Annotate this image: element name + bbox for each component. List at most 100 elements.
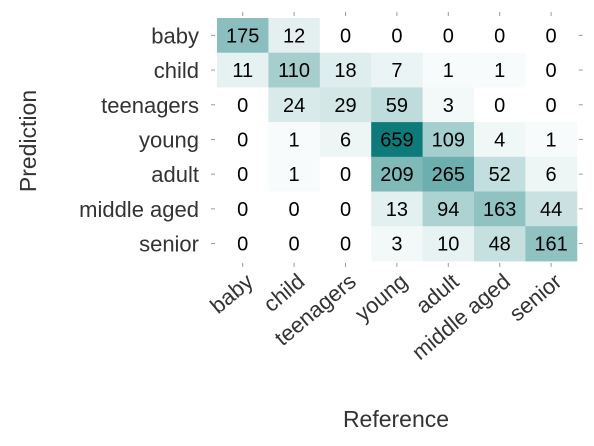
cell-value-label: 11 bbox=[232, 60, 253, 82]
cell-value-label: 0 bbox=[237, 95, 248, 117]
heatmap-cell bbox=[525, 18, 578, 54]
heatmap-cell bbox=[217, 122, 269, 158]
cell-value-label: 0 bbox=[391, 25, 402, 47]
heatmap-cell bbox=[371, 156, 424, 192]
heatmap-cell bbox=[422, 122, 475, 158]
heatmap-cell bbox=[371, 18, 424, 54]
cell-value-label: 3 bbox=[391, 234, 402, 256]
y-tick-labels: baby child teenagers young adult middle aged s… bbox=[79, 23, 199, 256]
cell-value-label: 1 bbox=[443, 60, 454, 82]
heatmap-cell bbox=[474, 156, 526, 192]
cell-value-label: 659 bbox=[380, 129, 413, 151]
heatmap-cell bbox=[525, 87, 578, 123]
heatmap-cell bbox=[268, 87, 321, 123]
heatmap-cell bbox=[319, 122, 372, 158]
cell-value-label: 94 bbox=[437, 199, 459, 221]
cell-value-label: 0 bbox=[443, 25, 454, 47]
cell-value-label: 3 bbox=[443, 95, 454, 117]
heatmap-cell bbox=[422, 156, 475, 192]
heatmap-cell bbox=[422, 87, 475, 123]
cell-value-label: 0 bbox=[340, 234, 351, 256]
heatmap-cell bbox=[268, 191, 321, 227]
y-tick-label-baby: baby bbox=[151, 23, 199, 48]
cell-value-label: 0 bbox=[237, 234, 248, 256]
heatmap-cell bbox=[217, 156, 269, 192]
y-tick-label-child: child bbox=[154, 58, 199, 83]
cell-value-label: 0 bbox=[546, 25, 557, 47]
y-tick-label-young: young bbox=[139, 127, 199, 152]
heatmap-cell bbox=[268, 18, 321, 54]
cell-value-label: 0 bbox=[289, 199, 300, 221]
y-tick-label-adult: adult bbox=[151, 162, 199, 187]
heatmap-cell bbox=[474, 87, 526, 123]
heatmap-cell bbox=[422, 191, 475, 227]
cell-value-label: 12 bbox=[283, 25, 305, 47]
cell-value-label: 44 bbox=[540, 199, 562, 221]
cell-value-label: 1 bbox=[546, 129, 557, 151]
cell-value-label: 163 bbox=[483, 199, 516, 221]
cell-value-labels: 175 12 0 0 0 0 011 110 18 7 1 1 00 24 29 59 3 0 00 1 6 659 109… bbox=[226, 25, 568, 255]
cell-value-label: 7 bbox=[391, 60, 402, 82]
heatmap-cell bbox=[474, 52, 526, 88]
cell-value-label: 6 bbox=[340, 129, 351, 151]
heatmap-cell bbox=[474, 18, 526, 54]
x-tick-label-middle-aged: middle aged bbox=[407, 269, 515, 365]
heatmap-cell bbox=[525, 122, 578, 158]
heatmap-cell bbox=[217, 226, 269, 262]
cell-value-label: 1 bbox=[494, 60, 505, 82]
heatmap-cell bbox=[217, 87, 269, 123]
cell-value-label: 265 bbox=[432, 164, 465, 186]
cell-value-label: 29 bbox=[334, 95, 356, 117]
heatmap-cell bbox=[371, 122, 424, 158]
heatmap-cell bbox=[319, 87, 372, 123]
heatmap-cell bbox=[319, 52, 372, 88]
x-tick-label-senior: senior bbox=[504, 269, 566, 327]
x-tick-label-young: young bbox=[350, 269, 412, 327]
cell-value-label: 110 bbox=[278, 60, 310, 82]
heatmap-cell bbox=[525, 156, 578, 192]
heatmap-cell bbox=[525, 52, 578, 88]
cell-value-label: 13 bbox=[386, 199, 408, 221]
heatmap-cell bbox=[371, 87, 424, 123]
x-tick-label-baby: baby bbox=[205, 269, 258, 319]
heatmap-cell bbox=[422, 52, 475, 88]
cell-value-label: 0 bbox=[237, 164, 248, 186]
heatmap-cell bbox=[371, 52, 424, 88]
heatmap-cell bbox=[474, 226, 526, 262]
cell-value-label: 6 bbox=[546, 164, 557, 186]
cell-value-label: 0 bbox=[340, 164, 351, 186]
heatmap-cell bbox=[371, 226, 424, 262]
cell-value-label: 209 bbox=[380, 164, 413, 186]
cell-value-label: 0 bbox=[237, 199, 248, 221]
cell-value-label: 0 bbox=[237, 129, 248, 151]
cell-value-label: 175 bbox=[226, 25, 259, 47]
heatmap-cell bbox=[525, 226, 578, 262]
cell-value-label: 1 bbox=[289, 129, 300, 151]
heatmap-cells bbox=[217, 18, 578, 262]
cell-value-label: 0 bbox=[340, 25, 351, 47]
heatmap-cell bbox=[268, 156, 321, 192]
cell-value-label: 161 bbox=[534, 234, 567, 256]
heatmap-cell bbox=[319, 156, 372, 192]
cell-value-label: 1 bbox=[289, 164, 300, 186]
y-axis-title: Prediction bbox=[15, 90, 41, 192]
heatmap-cell bbox=[422, 226, 475, 262]
cell-value-label: 0 bbox=[546, 95, 557, 117]
y-tick-label-teenagers: teenagers bbox=[101, 93, 199, 118]
heatmap-cell bbox=[371, 191, 424, 227]
x-axis-title: Reference bbox=[343, 406, 449, 432]
heatmap-cell bbox=[319, 191, 372, 227]
heatmap-cell bbox=[319, 18, 372, 54]
y-tick-label-middle-aged: middle aged bbox=[79, 197, 199, 222]
cell-value-label: 0 bbox=[289, 234, 300, 256]
heatmap-cell bbox=[268, 52, 321, 88]
heatmap-cell bbox=[217, 191, 269, 227]
cell-value-label: 4 bbox=[494, 129, 505, 151]
heatmap-cell bbox=[268, 226, 321, 262]
heatmap-cell bbox=[217, 18, 269, 54]
heatmap-cell bbox=[525, 191, 578, 227]
cell-value-label: 59 bbox=[386, 95, 408, 117]
heatmap-cell bbox=[319, 226, 372, 262]
